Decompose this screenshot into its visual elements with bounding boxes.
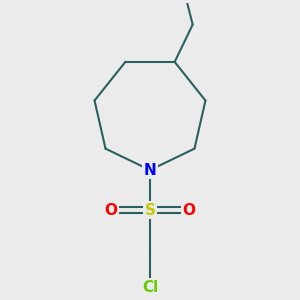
Text: N: N	[144, 163, 156, 178]
Text: Cl: Cl	[142, 280, 158, 295]
Text: S: S	[145, 203, 155, 218]
Text: O: O	[182, 203, 195, 218]
Text: O: O	[105, 203, 118, 218]
